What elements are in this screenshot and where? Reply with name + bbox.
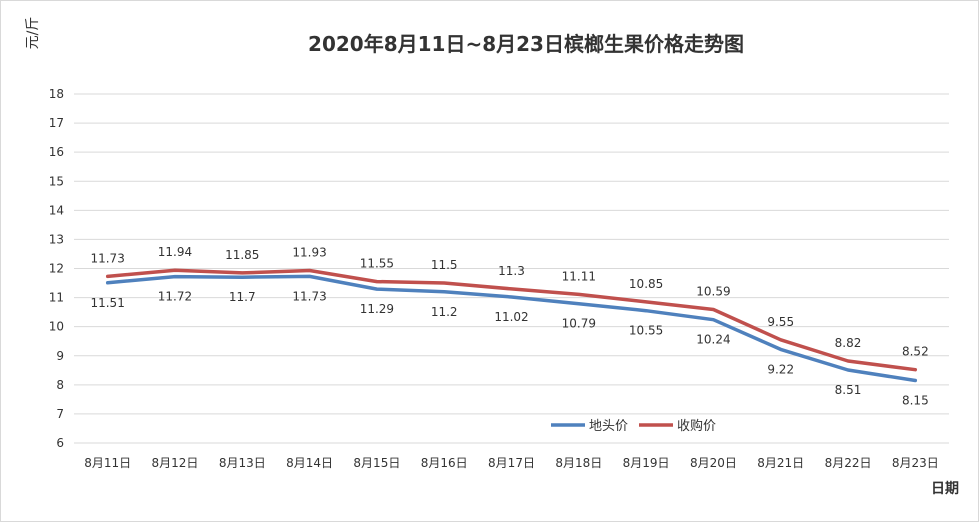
data-label: 11.3 bbox=[498, 264, 525, 278]
x-tick-label: 8月20日 bbox=[690, 456, 737, 470]
data-label: 10.79 bbox=[562, 317, 596, 331]
x-tick-label: 8月16日 bbox=[421, 456, 468, 470]
series-lines bbox=[105, 268, 918, 383]
data-label: 9.55 bbox=[767, 315, 794, 329]
series-line bbox=[105, 274, 918, 383]
data-label: 11.11 bbox=[562, 269, 596, 283]
y-tick-label: 15 bbox=[49, 174, 64, 188]
data-label: 11.7 bbox=[229, 290, 256, 304]
x-tick-label: 8月22日 bbox=[825, 456, 872, 470]
y-tick-label: 12 bbox=[49, 262, 64, 276]
data-label: 11.55 bbox=[360, 257, 394, 271]
y-tick-label: 18 bbox=[49, 87, 64, 101]
data-label: 11.85 bbox=[225, 248, 259, 262]
data-label: 11.29 bbox=[360, 302, 394, 316]
data-label: 8.15 bbox=[902, 393, 929, 407]
y-tick-label: 13 bbox=[49, 232, 64, 246]
x-tick-label: 8月19日 bbox=[623, 456, 670, 470]
x-tick-label: 8月12日 bbox=[152, 456, 199, 470]
y-tick-label: 8 bbox=[56, 378, 64, 392]
x-tick-label: 8月14日 bbox=[286, 456, 333, 470]
data-label: 11.02 bbox=[494, 310, 528, 324]
data-label: 8.51 bbox=[835, 383, 862, 397]
y-tick-label: 16 bbox=[49, 145, 64, 159]
x-tick-label: 8月13日 bbox=[219, 456, 266, 470]
data-label: 11.73 bbox=[292, 289, 326, 303]
x-tick-label: 8月11日 bbox=[84, 456, 131, 470]
data-label: 8.52 bbox=[902, 345, 929, 359]
data-label: 10.24 bbox=[696, 333, 730, 347]
x-tick-label: 8月17日 bbox=[488, 456, 535, 470]
data-labels: 11.51 11.72 11.7 11.73 11.29 11.2 11.02 10.79 10… bbox=[90, 245, 928, 407]
x-tick-label: 8月15日 bbox=[353, 456, 400, 470]
data-label: 11.72 bbox=[158, 290, 192, 304]
data-label: 10.85 bbox=[629, 277, 663, 291]
data-label: 9.22 bbox=[767, 362, 794, 376]
legend-label: 收购价 bbox=[677, 418, 716, 434]
series-line bbox=[105, 268, 918, 372]
y-axis-label: 元/斤 bbox=[25, 17, 41, 50]
data-label: 11.94 bbox=[158, 245, 192, 259]
x-axis-label: 日期 bbox=[931, 481, 959, 497]
y-tick-label: 11 bbox=[49, 291, 64, 305]
y-axis-ticks: 6 7 8 9 10 11 12 13 14 15 16 17 18 bbox=[49, 87, 64, 450]
legend-label: 地头价 bbox=[589, 419, 628, 434]
data-label: 11.5 bbox=[431, 258, 458, 272]
data-label: 11.2 bbox=[431, 305, 458, 319]
chart-title: 2020年8月11日~8月23日槟榔生果价格走势图 bbox=[308, 32, 744, 56]
data-label: 8.82 bbox=[835, 336, 862, 350]
x-axis-ticks: 8月11日 8月12日 8月13日 8月14日 8月15日 8月16日 8月17日 8月18日… bbox=[84, 456, 939, 470]
y-tick-label: 7 bbox=[56, 407, 64, 421]
data-label: 10.55 bbox=[629, 324, 663, 338]
data-label: 10.59 bbox=[696, 285, 730, 299]
x-tick-label: 8月21日 bbox=[757, 456, 804, 470]
data-label: 11.51 bbox=[90, 296, 124, 310]
y-tick-label: 6 bbox=[56, 436, 64, 450]
data-label: 11.73 bbox=[90, 251, 124, 265]
data-label: 11.93 bbox=[292, 246, 326, 260]
y-tick-label: 14 bbox=[49, 203, 64, 217]
y-tick-label: 9 bbox=[56, 349, 64, 363]
x-tick-label: 8月18日 bbox=[555, 456, 602, 470]
y-tick-label: 17 bbox=[49, 116, 64, 130]
legend: 地头价 收购价 bbox=[551, 418, 716, 434]
x-tick-label: 8月23日 bbox=[892, 456, 939, 470]
y-tick-label: 10 bbox=[49, 320, 64, 334]
